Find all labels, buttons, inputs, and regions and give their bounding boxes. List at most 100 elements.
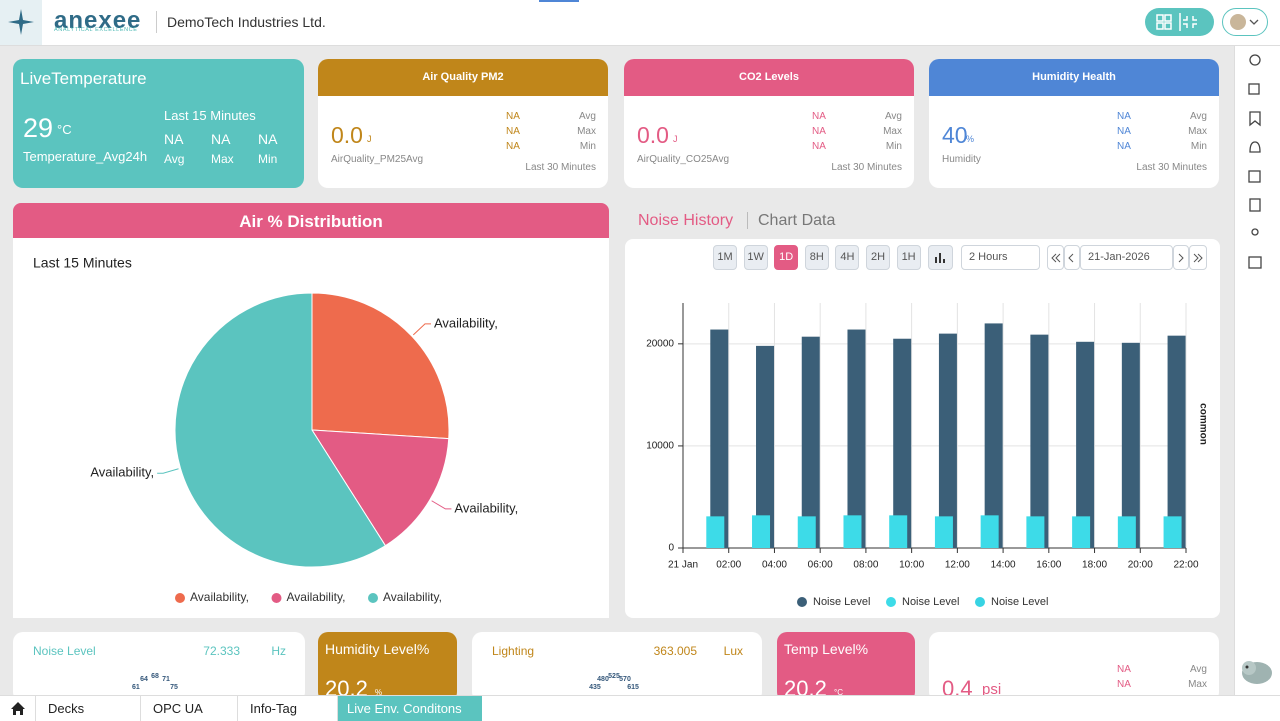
interval-select[interactable]: 2 Hours (961, 245, 1040, 270)
docs-icon[interactable] (1249, 198, 1261, 212)
next-button[interactable] (1173, 245, 1189, 270)
gauge-label: 435 (589, 684, 601, 691)
pie-chart: Last 15 Minutes Availability, Availability… (33, 255, 518, 604)
metric-unit: % (966, 134, 975, 144)
tab[interactable]: OPC UA (140, 696, 237, 721)
legend-label: Noise Level (813, 596, 870, 608)
tab[interactable]: Decks (35, 696, 140, 721)
gauge-label: 71 (162, 675, 170, 683)
x-tick-label: 02:00 (716, 560, 741, 571)
y-tick-label: 10000 (646, 441, 674, 452)
legend-label: Availability, (287, 590, 346, 604)
temp-label: Temperature_Avg24h (23, 149, 148, 164)
tile-unit: Lux (723, 644, 743, 658)
sidebar-icons (1248, 54, 1262, 269)
date-input[interactable]: 21-Jan-2026 (1080, 245, 1173, 270)
stat-value: NA (812, 126, 826, 137)
range-button[interactable]: 4H (835, 245, 860, 270)
stat-value: NA (164, 131, 184, 147)
metric-card: Air Quality PM2 0.0 J AirQuality_PM25Avg NA A… (318, 59, 608, 188)
stat-value: NA (1117, 141, 1131, 152)
stat-value: NA (1117, 111, 1131, 122)
x-tick-label: 10:00 (899, 560, 924, 571)
metric-tile: Noise Level 72.333 Hz 61 64 68 71 75 (13, 632, 305, 702)
first-button[interactable] (1047, 245, 1064, 270)
prev-button[interactable] (1064, 245, 1080, 270)
gauge-label: 615 (627, 684, 639, 691)
view-toggle[interactable] (1145, 8, 1214, 36)
settings-icon[interactable] (1249, 54, 1261, 66)
tab[interactable]: Noise History (638, 212, 734, 229)
bookmark-icon[interactable] (1249, 111, 1261, 127)
bar (756, 345, 775, 548)
bar (893, 338, 912, 548)
bar (984, 323, 1003, 548)
metric-card-header: Humidity Health (929, 59, 1219, 96)
temperature-card: LiveTemperature 29 °C Temperature_Avg24h Las… (13, 59, 304, 188)
chart-type-button[interactable] (928, 245, 953, 270)
metric-card-header: Air Quality PM2 (318, 59, 608, 96)
pie-header: Air % Distribution (13, 203, 609, 238)
x-tick-label: 08:00 (853, 560, 878, 571)
metric-card: Humidity Health 40% Humidity NA Avg NA Max NA Mi… (929, 59, 1219, 188)
header: anexee ANALYTICAL EXCELLENCE DemoTech In… (0, 0, 1280, 46)
metric-label: Humidity (942, 154, 981, 165)
bar (1121, 342, 1140, 548)
bar (1030, 334, 1049, 548)
tab[interactable]: Chart Data (758, 212, 836, 229)
legend-swatch (797, 597, 807, 607)
metric-value: 40 (942, 122, 968, 148)
range-button[interactable]: 1D (774, 245, 799, 270)
users-icon[interactable] (1251, 228, 1259, 236)
home-icon[interactable] (10, 701, 26, 716)
temp-unit: °C (57, 122, 72, 137)
bar (980, 515, 999, 548)
tab[interactable]: Info-Tag (237, 696, 337, 721)
range-button[interactable]: 1M (713, 245, 737, 270)
alerts-icon[interactable] (1249, 141, 1261, 153)
x-tick-label: 16:00 (1036, 560, 1061, 571)
stat-label: Max (883, 126, 902, 137)
range-button[interactable]: 8H (804, 245, 829, 270)
metric-value: 0.0 (637, 122, 669, 148)
y-tick-label: 20000 (646, 338, 674, 349)
legend-label: Noise Level (991, 596, 1048, 608)
stat-value: NA (1117, 679, 1131, 690)
gauge-label: 525 (608, 673, 620, 680)
range-button[interactable]: 2H (866, 245, 890, 270)
bar (1076, 341, 1095, 548)
stat-label: Avg (1189, 664, 1207, 675)
logo-icon[interactable] (0, 0, 42, 45)
last-button[interactable] (1189, 245, 1207, 270)
metric-tile: Temp Level% 20.2 °C (777, 632, 915, 702)
metric-unit: J (673, 134, 678, 144)
bar (1026, 516, 1045, 548)
metric-card-title: CO2 Levels (739, 71, 799, 83)
stat-label: Min (885, 141, 902, 152)
range-button[interactable]: 1H (896, 245, 921, 270)
gauge-label: 480 (597, 675, 609, 683)
tab[interactable]: Live Env. Conditons (337, 696, 482, 721)
assistant-icon[interactable] (1237, 651, 1277, 691)
stat-label: Min (579, 141, 596, 152)
slice-label: Availability, (434, 315, 498, 330)
metric-label: AirQuality_PM25Avg (331, 154, 424, 165)
gauge-label: 68 (151, 673, 159, 680)
legend-label: Availability, (190, 590, 249, 604)
decks-icon[interactable] (1248, 83, 1260, 95)
range-button[interactable]: 1W (743, 245, 768, 270)
calendar-icon[interactable] (1248, 256, 1262, 269)
stat-value: NA (1117, 664, 1131, 675)
bar (1072, 516, 1091, 548)
bar (706, 516, 725, 548)
slice-label: Availability, (454, 500, 518, 515)
tile-unit: psi (982, 681, 1002, 698)
tasks-icon[interactable] (1248, 170, 1261, 183)
x-tick-label: 18:00 (1082, 560, 1107, 571)
bar (938, 333, 957, 548)
y-tick-label: 0 (668, 543, 674, 554)
user-menu[interactable] (1222, 8, 1268, 36)
bar (843, 515, 862, 548)
temp-value: 29 (23, 113, 54, 143)
